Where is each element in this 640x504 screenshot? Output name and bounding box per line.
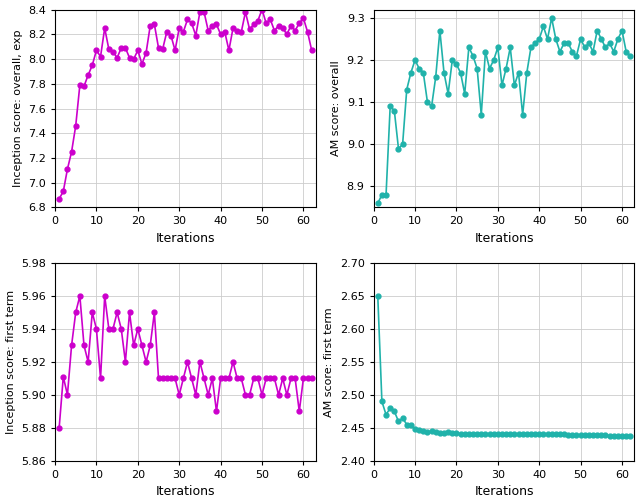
Y-axis label: Inception score: first term: Inception score: first term — [6, 290, 15, 434]
Y-axis label: Inception score: overall, exp: Inception score: overall, exp — [13, 30, 22, 187]
X-axis label: Iterations: Iterations — [474, 232, 534, 245]
X-axis label: Iterations: Iterations — [156, 485, 215, 498]
X-axis label: Iterations: Iterations — [156, 232, 215, 245]
Y-axis label: AM score: first term: AM score: first term — [324, 307, 334, 417]
X-axis label: Iterations: Iterations — [474, 485, 534, 498]
Y-axis label: AM score: overall: AM score: overall — [331, 60, 341, 156]
